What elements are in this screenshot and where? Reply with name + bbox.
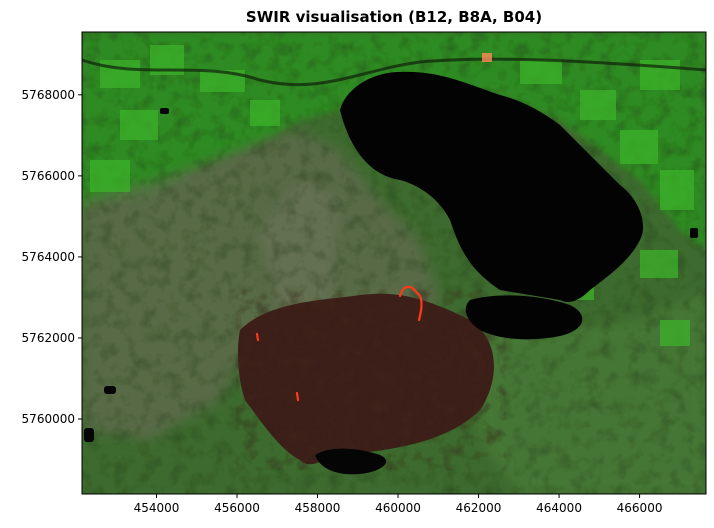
swir-raster xyxy=(82,32,706,494)
x-tick-label: 462000 xyxy=(456,501,502,515)
x-tick-label: 466000 xyxy=(617,501,663,515)
x-tick-label: 456000 xyxy=(214,501,260,515)
y-tick-label: 5764000 xyxy=(22,250,75,264)
chart-title: SWIR visualisation (B12, B8A, B04) xyxy=(245,8,543,26)
y-tick-label: 5760000 xyxy=(22,412,75,426)
x-tick-label: 454000 xyxy=(134,501,180,515)
x-tick-label: 458000 xyxy=(295,501,341,515)
x-tick-label: 460000 xyxy=(375,501,421,515)
x-axis: 454000 456000 458000 460000 462000 464000 4660… xyxy=(134,494,663,515)
y-tick-label: 5768000 xyxy=(22,88,75,102)
plot-area-frame xyxy=(81,31,707,495)
x-tick-label: 464000 xyxy=(536,501,582,515)
y-axis: 5760000 5762000 5764000 5766000 5768000 xyxy=(22,88,82,426)
y-tick-label: 5762000 xyxy=(22,331,75,345)
y-tick-label: 5766000 xyxy=(22,169,75,183)
